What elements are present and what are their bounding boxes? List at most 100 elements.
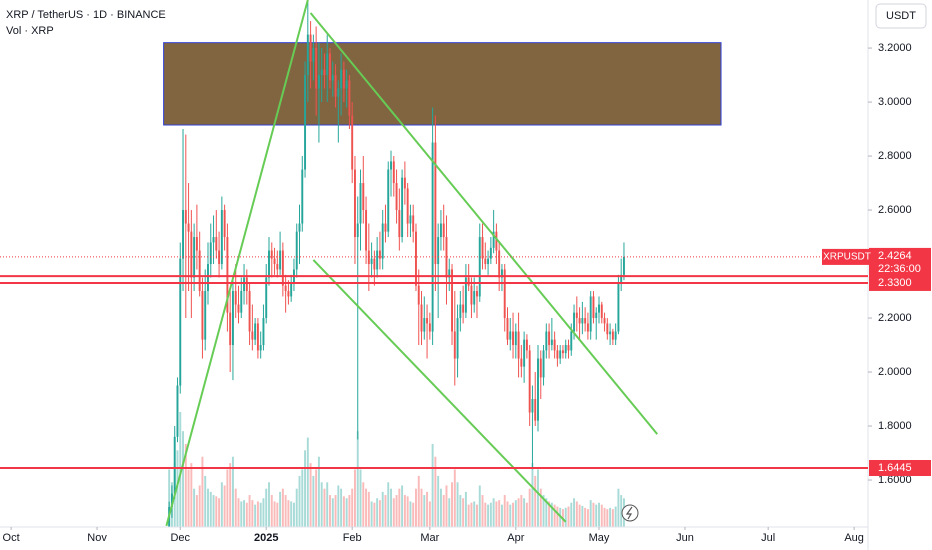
volume-bar xyxy=(403,495,406,527)
volume-bar xyxy=(542,495,545,527)
y-tick-label: 3.2000 xyxy=(878,42,912,54)
candle-body xyxy=(317,75,320,89)
volume-bar xyxy=(464,491,467,527)
volume-bar xyxy=(268,482,270,527)
volume-bar xyxy=(245,502,248,527)
candle-body xyxy=(187,223,190,232)
candle-body xyxy=(606,323,609,335)
volume-bar xyxy=(218,498,221,527)
volume-bar xyxy=(265,488,268,527)
volume-bar xyxy=(345,498,348,527)
volume-bar xyxy=(359,469,362,527)
candle-body xyxy=(409,215,412,224)
volume-bar xyxy=(573,498,576,527)
volume-bar xyxy=(187,469,190,527)
volume-bar xyxy=(556,506,559,527)
volume-bar xyxy=(209,491,212,527)
volume-bar xyxy=(481,495,484,527)
level-label: 1.6445 xyxy=(878,462,912,474)
candle-body xyxy=(259,345,262,351)
candle-body xyxy=(514,331,517,346)
candle-body xyxy=(534,399,537,421)
x-tick-label: Jun xyxy=(676,532,694,544)
volume-bar xyxy=(215,496,218,527)
volume-bar xyxy=(395,495,398,527)
volume-bar xyxy=(320,482,323,527)
candle-body xyxy=(573,312,576,332)
volume-bar xyxy=(598,502,600,527)
volume-bar xyxy=(415,488,417,527)
volume-bar xyxy=(442,495,445,527)
candle-body xyxy=(345,80,348,89)
volume-bar xyxy=(448,498,451,527)
volume-bar xyxy=(595,504,598,527)
candle-body xyxy=(370,258,373,265)
candle-body xyxy=(290,282,293,297)
candle-body xyxy=(487,258,490,265)
candle-body xyxy=(467,277,470,286)
candle-body xyxy=(439,223,442,238)
volume-bar xyxy=(606,509,609,527)
volume-bar xyxy=(259,502,262,527)
volume-bar xyxy=(500,504,503,527)
volume-bar xyxy=(498,500,501,527)
y-tick-label: 2.8000 xyxy=(878,150,912,162)
candle-body xyxy=(578,318,581,324)
candle-body xyxy=(520,358,523,367)
candle-body xyxy=(359,183,362,224)
candle-body xyxy=(503,269,506,319)
candle-body xyxy=(376,250,379,270)
volume-bar xyxy=(290,501,293,527)
symbol-label-box xyxy=(822,248,872,265)
candle-body xyxy=(268,250,270,278)
volume-bar xyxy=(204,475,207,527)
candle-body xyxy=(265,277,268,319)
currency-button[interactable] xyxy=(875,3,927,29)
candle-body xyxy=(173,436,176,494)
candle-body xyxy=(523,339,526,367)
candle-body xyxy=(434,142,437,265)
volume-bar xyxy=(567,506,570,527)
volume-bar xyxy=(384,495,387,527)
replay-icon[interactable] xyxy=(621,504,639,522)
candle-body xyxy=(229,312,232,346)
candle-body xyxy=(381,223,384,259)
candle-body xyxy=(542,350,545,378)
volume-bar xyxy=(270,495,273,527)
volume-bar xyxy=(553,504,556,527)
candle-body xyxy=(312,48,315,62)
candle-body xyxy=(234,291,237,305)
volume-bar xyxy=(323,488,326,527)
candle-body xyxy=(190,231,193,278)
candle-body xyxy=(617,282,620,332)
candle-body xyxy=(570,331,573,351)
candle-body xyxy=(406,188,409,224)
volume-bar xyxy=(356,431,359,527)
candle-body xyxy=(248,291,251,332)
candle-body xyxy=(340,69,343,89)
volume-bar xyxy=(198,485,201,527)
candle-body xyxy=(284,285,287,292)
candle-body xyxy=(517,331,520,359)
volume-bar xyxy=(581,505,584,527)
volume-bar xyxy=(182,431,184,527)
candle-body xyxy=(478,237,481,297)
volume-bar xyxy=(306,437,309,527)
volume-bar xyxy=(168,469,171,527)
candle-body xyxy=(622,256,625,275)
candle-body xyxy=(315,48,318,89)
volume-bar xyxy=(603,507,606,527)
candle-body xyxy=(603,318,606,324)
candle-body xyxy=(589,296,592,332)
volume-bar xyxy=(437,475,440,527)
candle-body xyxy=(561,350,564,354)
volume-bar xyxy=(520,495,523,527)
volume-bar xyxy=(484,502,487,527)
candle-body xyxy=(331,75,334,81)
volume-bar xyxy=(537,469,539,527)
volume-bar xyxy=(220,482,223,527)
volume-bar xyxy=(312,475,315,527)
candle-body xyxy=(334,75,337,97)
candle-body xyxy=(459,304,462,319)
currency-button-label[interactable]: USDT xyxy=(886,10,916,22)
